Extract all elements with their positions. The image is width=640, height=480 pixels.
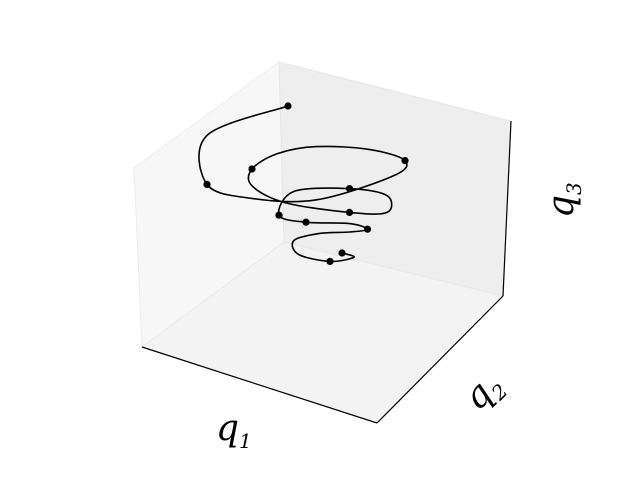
trajectory-marker-1 [284, 102, 291, 109]
trajectory-marker-5 [346, 185, 353, 192]
trajectory-marker-11 [326, 258, 333, 265]
z-axis-label-main: q [541, 195, 582, 218]
trajectory-marker-2 [203, 181, 210, 188]
x-axis-label-main: q [216, 408, 239, 449]
x-axis-label-sub: 1 [239, 429, 252, 453]
trajectory-marker-4 [401, 157, 408, 164]
trajectory-marker-9 [364, 226, 371, 233]
z-axis-label-sub: 3 [562, 182, 586, 195]
trajectory-marker-7 [346, 209, 353, 216]
trajectory-marker-10 [338, 249, 345, 256]
z-axis-label: q3 [541, 182, 586, 218]
axes-panes [134, 62, 511, 423]
x-axis-label: q1 [216, 408, 252, 453]
trajectory-marker-3 [248, 165, 255, 172]
trajectory-marker-8 [302, 219, 309, 226]
trajectory-marker-6 [275, 212, 282, 219]
y-axis-label: q2 [455, 364, 512, 421]
